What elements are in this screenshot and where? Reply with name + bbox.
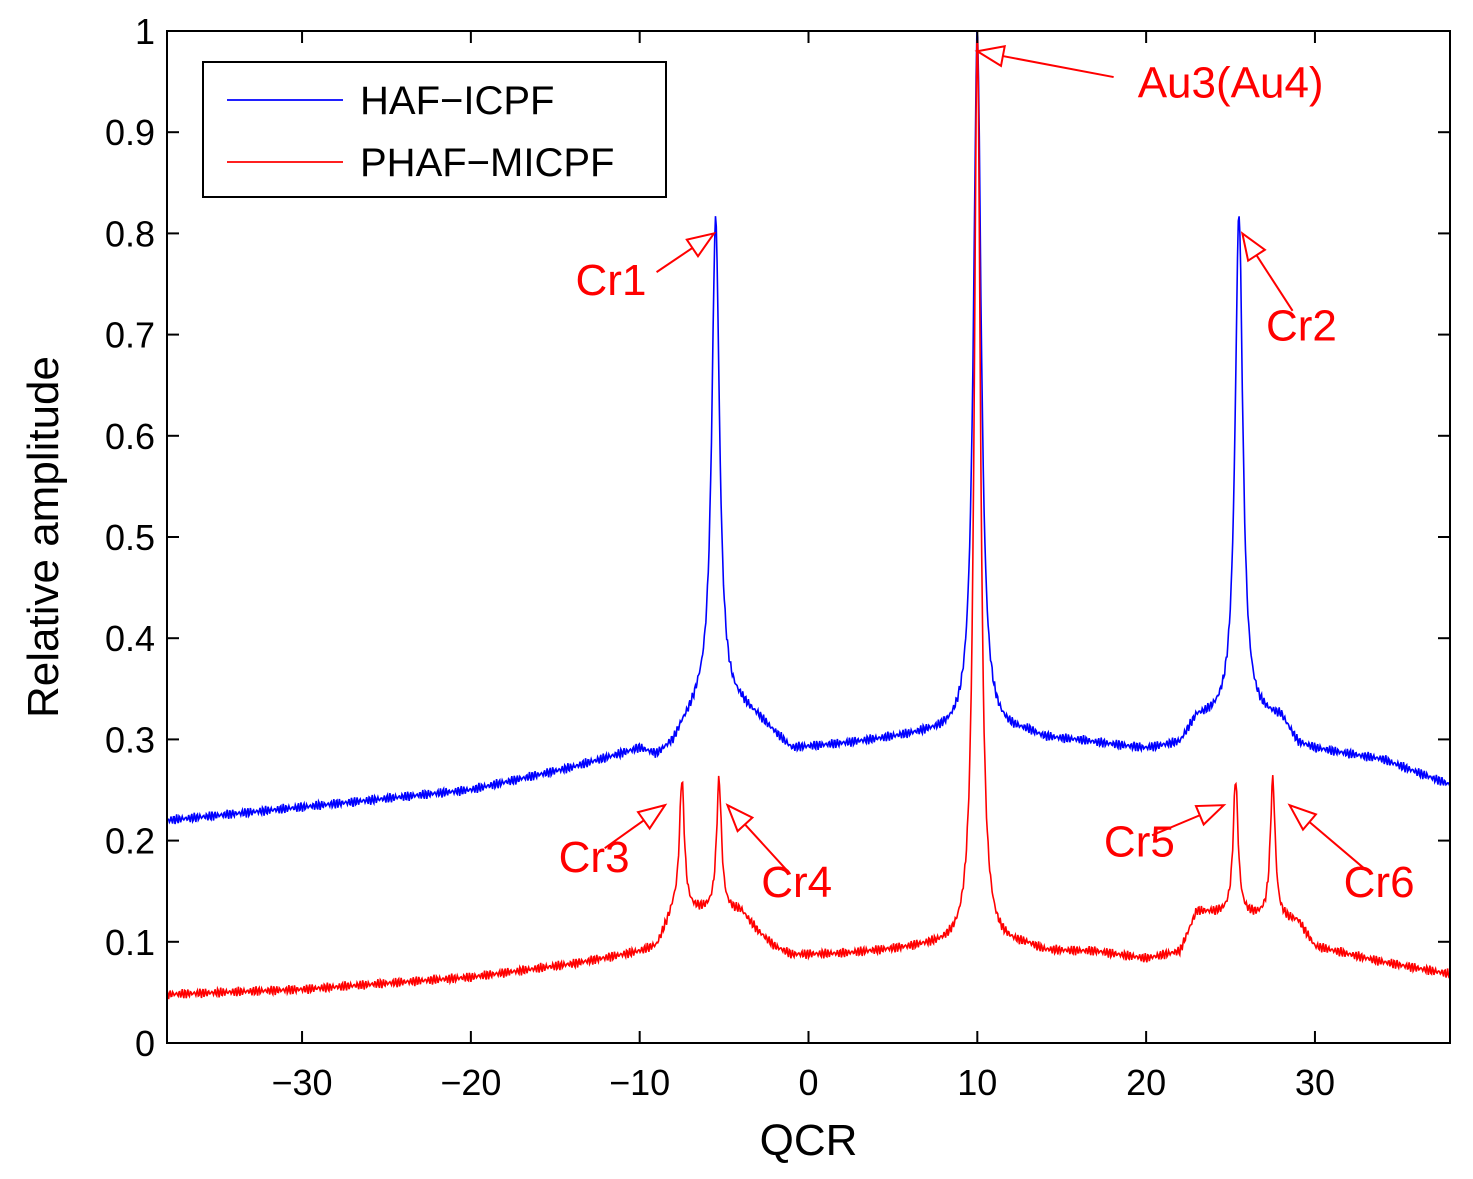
legend-label: PHAF−MICPF: [360, 141, 614, 185]
series-line-phaf-micpf: [166, 39, 1451, 1000]
annotation-label: Cr3: [559, 833, 630, 882]
series-line-haf-icpf: [166, 31, 1451, 825]
legend-label: HAF−ICPF: [360, 79, 554, 123]
annotation-arrowhead: [1194, 804, 1227, 827]
annotation-arrow: [1151, 814, 1201, 837]
legend-box: [202, 61, 667, 198]
annotation-label: Cr1: [576, 256, 647, 305]
annotation-arrowhead: [1240, 231, 1267, 263]
annotation-arrow: [1002, 55, 1114, 79]
y-tick-label: 0.5: [105, 517, 155, 558]
x-tick-label: 10: [957, 1062, 997, 1103]
x-axis-label: QCR: [760, 1116, 858, 1165]
x-tick-label: 20: [1126, 1062, 1166, 1103]
y-tick-label: 0.4: [105, 618, 155, 659]
annotation-arrow: [1255, 254, 1294, 312]
annotation-arrowhead: [636, 803, 668, 831]
annotation-arrow: [1308, 821, 1367, 871]
x-tick-label: −10: [609, 1062, 670, 1103]
x-tick-label: −30: [272, 1062, 333, 1103]
x-tick-label: 30: [1295, 1062, 1335, 1103]
legend: HAF−ICPF PHAF−MICPF: [202, 61, 667, 198]
annotation-label: Cr2: [1266, 301, 1337, 350]
annotation-label: Cr4: [761, 858, 832, 907]
annotation-arrow: [656, 247, 693, 273]
axis-tick-labels: −30 −20 −10 0 10 20 30 0 0.1 0.2 0.3 0.4 0.5 0.6 0.7 0.…: [105, 11, 1335, 1103]
y-tick-label: 0.9: [105, 112, 155, 153]
plot-lines: [166, 31, 1451, 1000]
annotation-arrowhead: [725, 803, 755, 833]
annotation-arrow: [604, 819, 645, 850]
annotation-arrowhead: [974, 45, 1006, 68]
annotation-arrowhead: [1287, 803, 1318, 832]
x-tick-label: −20: [440, 1062, 501, 1103]
y-tick-label: 1: [135, 11, 155, 52]
annotation-arrow: [744, 823, 788, 871]
y-tick-label: 0.3: [105, 719, 155, 760]
axis-ticks: [167, 30, 1450, 1044]
x-tick-label: 0: [798, 1062, 818, 1103]
y-tick-label: 0.2: [105, 821, 155, 862]
annotation-label: Cr5: [1104, 818, 1175, 867]
y-tick-label: 0.1: [105, 922, 155, 963]
annotations: Au3(Au4) Cr1 Cr2 Cr3 Cr4 Cr5 Cr6: [559, 45, 1415, 907]
annotation-label: Cr6: [1344, 858, 1415, 907]
y-tick-label: 0: [135, 1023, 155, 1064]
y-tick-label: 0.8: [105, 213, 155, 254]
y-tick-label: 0.7: [105, 315, 155, 356]
y-axis-label: Relative amplitude: [19, 356, 68, 718]
annotation-arrowhead: [685, 231, 717, 258]
y-tick-label: 0.6: [105, 416, 155, 457]
annotation-label: Au3(Au4): [1138, 59, 1324, 108]
